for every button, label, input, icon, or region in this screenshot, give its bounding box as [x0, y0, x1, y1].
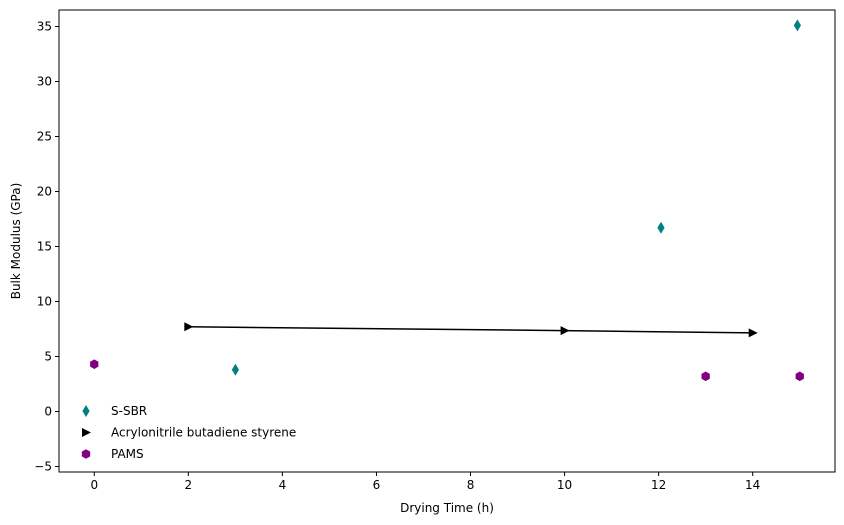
x-axis-ticks: 0 2 4 6 8 10 12 14	[90, 472, 760, 492]
y-tick-label: 15	[37, 240, 52, 254]
x-axis-label: Drying Time (h)	[400, 501, 494, 515]
data-point-s0-0	[231, 363, 239, 376]
data-point-s0-1	[657, 221, 665, 234]
x-tick-label: 14	[745, 478, 760, 492]
legend-marker-0	[82, 405, 90, 417]
data-point-s2-2	[795, 371, 804, 382]
data-point-s0-2	[793, 19, 801, 32]
x-tick-label: 12	[651, 478, 666, 492]
data-point-s1-0	[184, 322, 194, 332]
x-tick-label: 10	[557, 478, 572, 492]
data-point-s1-1	[560, 326, 570, 336]
x-tick-label: 2	[185, 478, 193, 492]
x-tick-label: 0	[90, 478, 98, 492]
y-tick-label: 25	[37, 130, 52, 144]
x-tick-label: 8	[467, 478, 475, 492]
data-point-s2-1	[701, 371, 710, 382]
legend-label-1: Acrylonitrile butadiene styrene	[111, 426, 296, 440]
legend-label-2: PAMS	[111, 447, 144, 461]
y-tick-label: 30	[37, 75, 52, 89]
marks-layer	[90, 19, 804, 382]
legend-label-0: S-SBR	[111, 404, 147, 418]
y-tick-label: −5	[34, 460, 52, 474]
y-tick-label: 35	[37, 20, 52, 34]
plot-frame	[58, 9, 836, 473]
x-tick-label: 4	[279, 478, 287, 492]
y-tick-label: 10	[37, 295, 52, 309]
legend: S-SBR Acrylonitrile butadiene styrene PAMS	[81, 404, 296, 461]
y-tick-label: 20	[37, 185, 52, 199]
y-axis-ticks: −5 0 5 10 15 20 25 30 35	[34, 20, 59, 474]
x-tick-label: 6	[373, 478, 381, 492]
plot-background	[59, 10, 835, 472]
y-axis-label: Bulk Modulus (GPa)	[9, 183, 23, 300]
y-tick-label: 0	[44, 405, 52, 419]
legend-marker-1	[82, 428, 91, 437]
data-point-s1-2	[748, 328, 758, 338]
legend-marker-2	[81, 449, 91, 459]
y-tick-label: 5	[44, 350, 52, 364]
data-point-s2-0	[90, 359, 99, 369]
